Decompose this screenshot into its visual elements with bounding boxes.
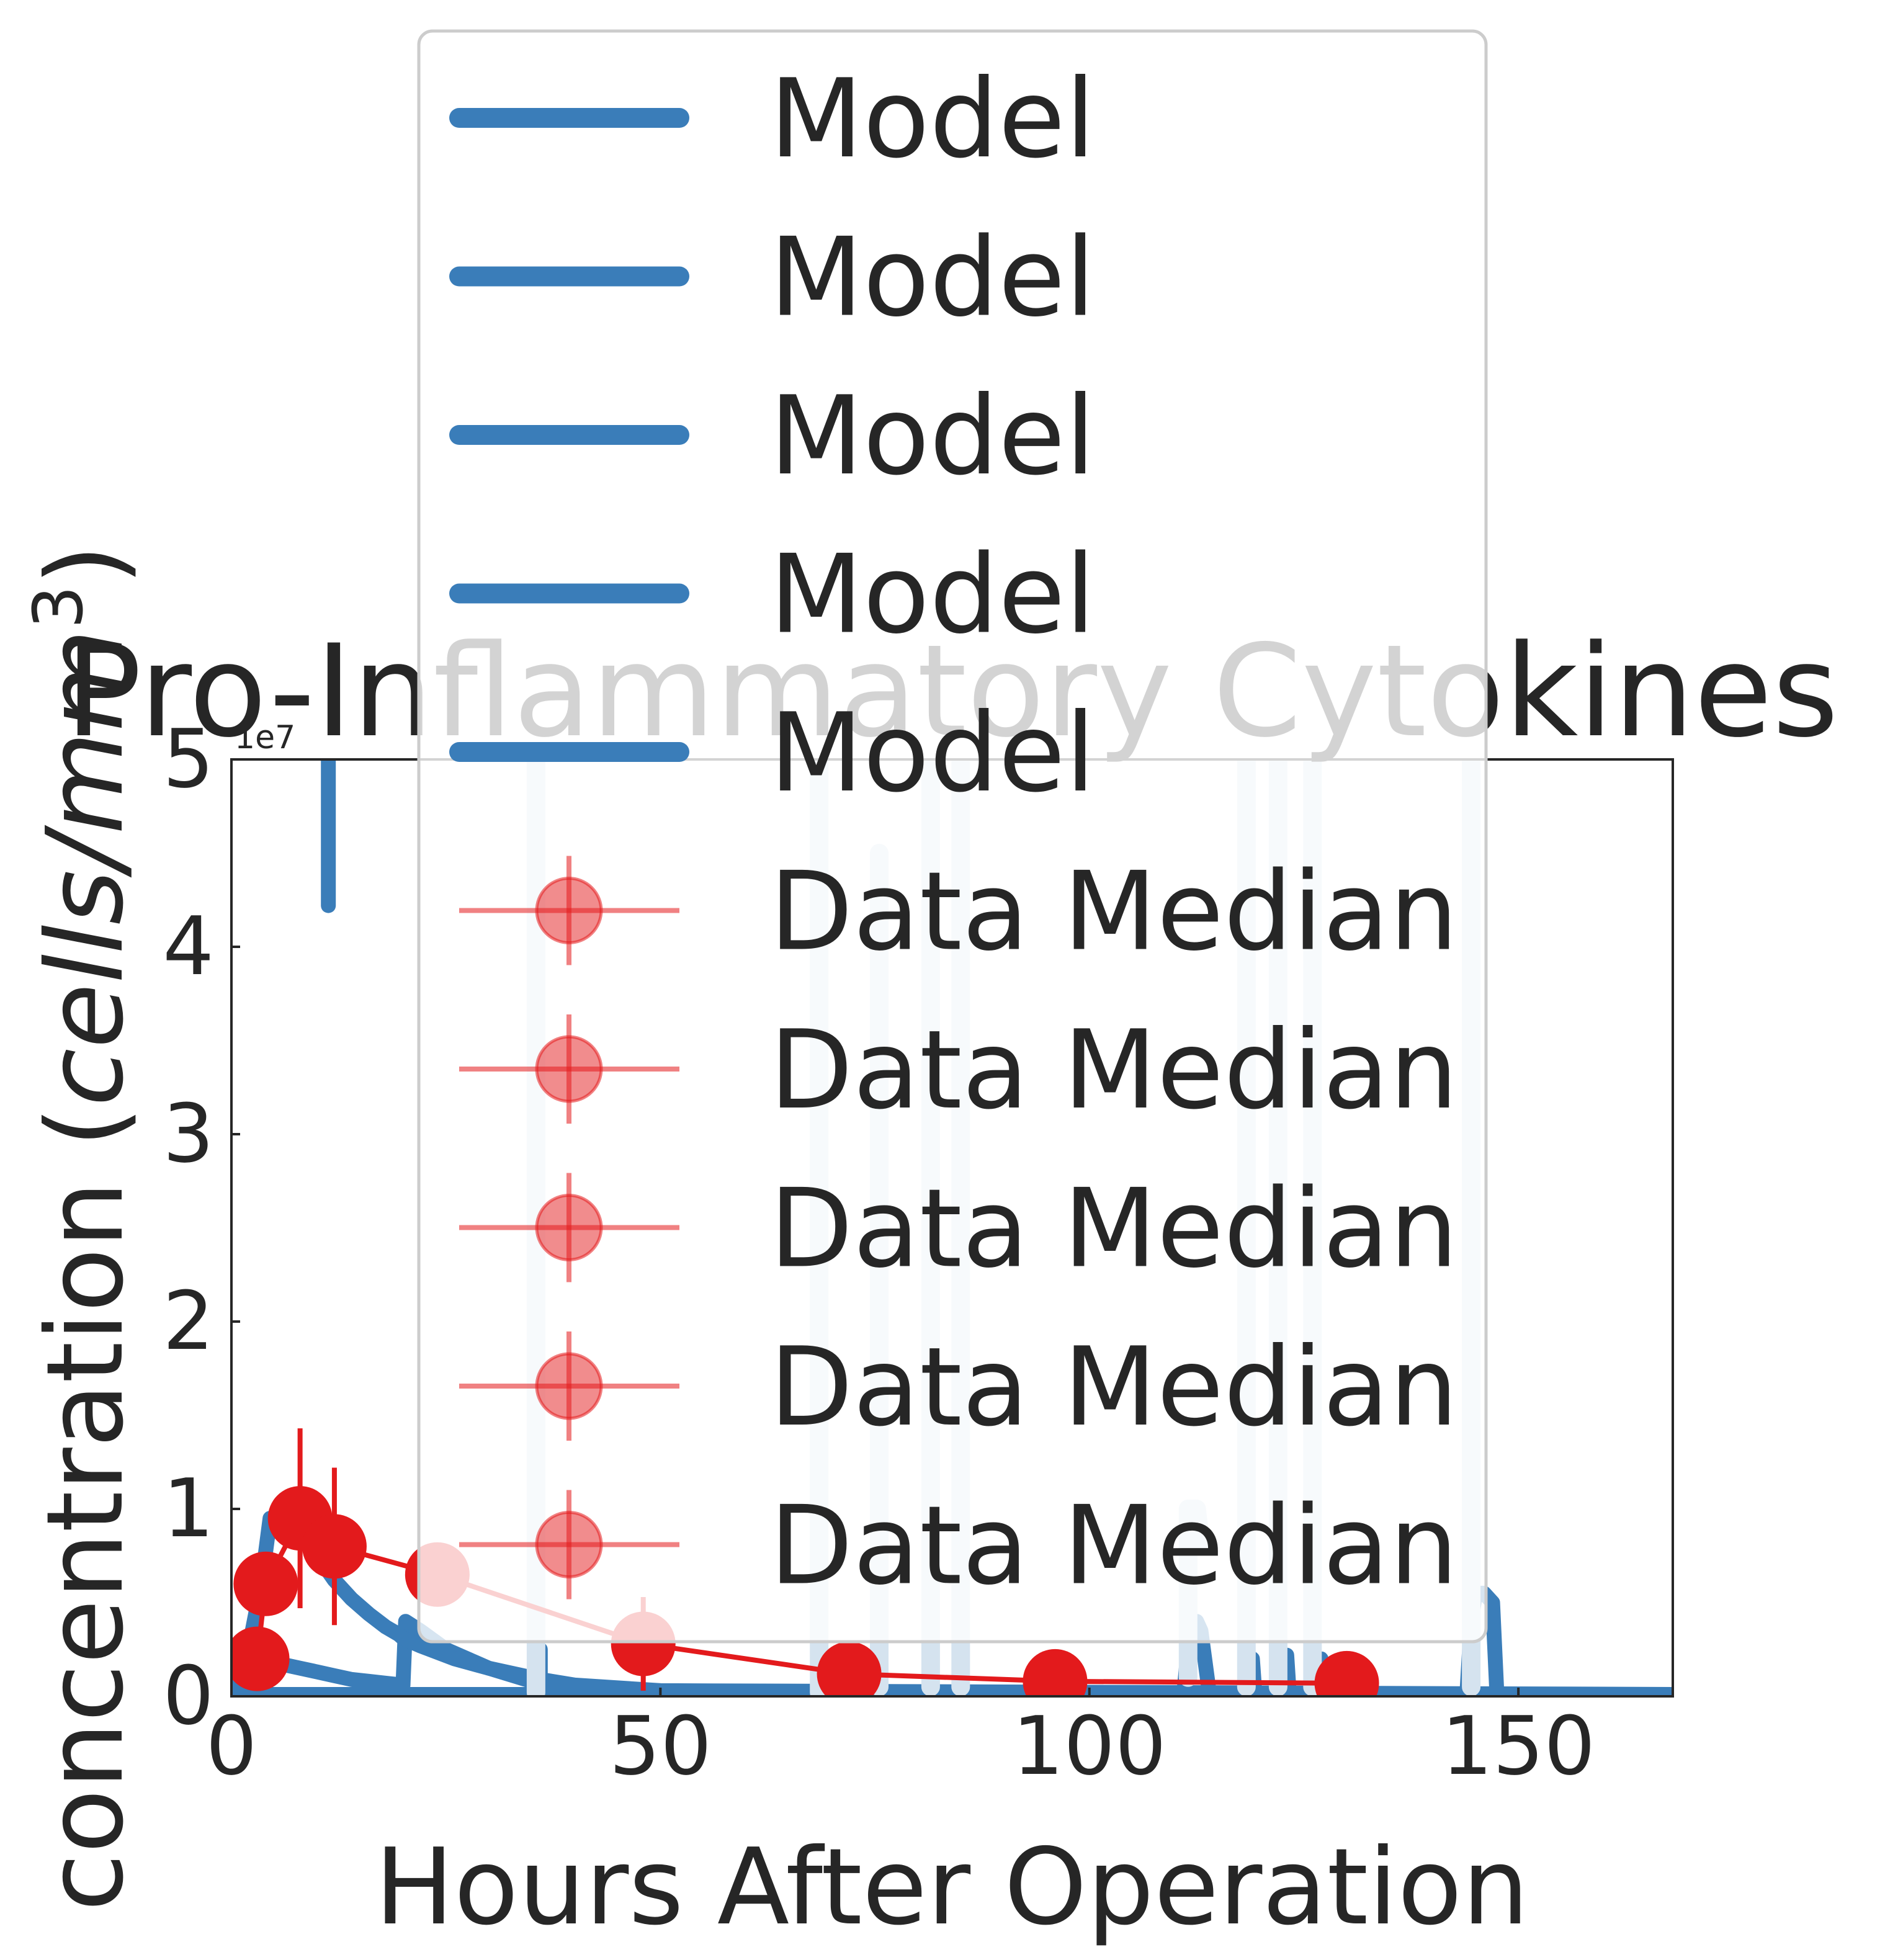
legend-label: Model: [769, 56, 1095, 182]
data-median-point: [302, 1514, 367, 1579]
y-tick-label: 0: [163, 1649, 214, 1743]
y-tick-label: 2: [163, 1274, 214, 1368]
x-tick-label: 50: [609, 1699, 712, 1793]
legend-entry: Data Median: [459, 849, 1458, 975]
y-axis-label-units: cells/mm: [24, 629, 147, 1107]
x-tick-label: 0: [206, 1699, 257, 1793]
data-median-point: [1023, 1649, 1088, 1696]
data-median-point: [231, 1626, 290, 1691]
legend-items: Model Model Model Model Model Data Median Data…: [449, 56, 1458, 1609]
y-axis-label-suffix: ): [24, 544, 147, 585]
legend-data-swatch-marker: [535, 1352, 603, 1420]
y-offset-label: 1e7: [235, 719, 295, 756]
legend-entry: Model: [449, 691, 1095, 817]
legend-label: Model: [769, 215, 1095, 341]
x-axis-ticks: 0 50 100 150: [206, 1688, 1595, 1793]
legend-label: Model: [769, 374, 1095, 499]
legend-label: Data Median: [769, 1325, 1458, 1451]
x-axis-label: Hours After Operation: [375, 1826, 1529, 1949]
legend-entry: Data Median: [459, 1008, 1458, 1134]
y-tick-label: 3: [163, 1086, 214, 1181]
data-median-point: [233, 1551, 298, 1616]
y-tick-label: 4: [163, 899, 214, 993]
data-median-point: [817, 1641, 882, 1696]
legend-data-swatch-marker: [535, 1035, 603, 1103]
legend-data-swatch-marker: [535, 1511, 603, 1578]
legend-label: Data Median: [769, 1166, 1458, 1292]
x-tick-label: 100: [1013, 1699, 1166, 1793]
y-axis-ticks: 0 1 2 3 4 5: [163, 712, 240, 1743]
y-axis-label-prefix: concentration (: [24, 1106, 147, 1912]
legend-entry: Data Median: [459, 1483, 1458, 1609]
legend-entry: Model: [449, 215, 1095, 341]
y-axis-label: concentration (cells/mm3): [19, 544, 147, 1912]
y-tick-label: 5: [163, 712, 214, 806]
legend-label: Model: [769, 691, 1095, 817]
legend-data-swatch-marker: [535, 877, 603, 944]
legend-label: Data Median: [769, 849, 1458, 975]
legend-entry: Model: [449, 374, 1095, 499]
y-axis-label-exponent: 3: [19, 586, 98, 629]
legend-label: Model: [769, 532, 1095, 658]
legend-entry: Data Median: [459, 1166, 1458, 1292]
legend-entry: Model: [449, 56, 1095, 182]
legend-label: Data Median: [769, 1008, 1458, 1134]
legend: Model Model Model Model Model Data Median Data…: [417, 29, 1488, 1644]
x-tick-label: 150: [1441, 1699, 1595, 1793]
legend-label: Data Median: [769, 1483, 1458, 1609]
legend-entry: Model: [449, 532, 1095, 658]
data-median-point: [1314, 1650, 1379, 1696]
legend-entry: Data Median: [459, 1325, 1458, 1451]
legend-data-swatch-marker: [535, 1194, 603, 1261]
y-tick-label: 1: [163, 1461, 214, 1555]
